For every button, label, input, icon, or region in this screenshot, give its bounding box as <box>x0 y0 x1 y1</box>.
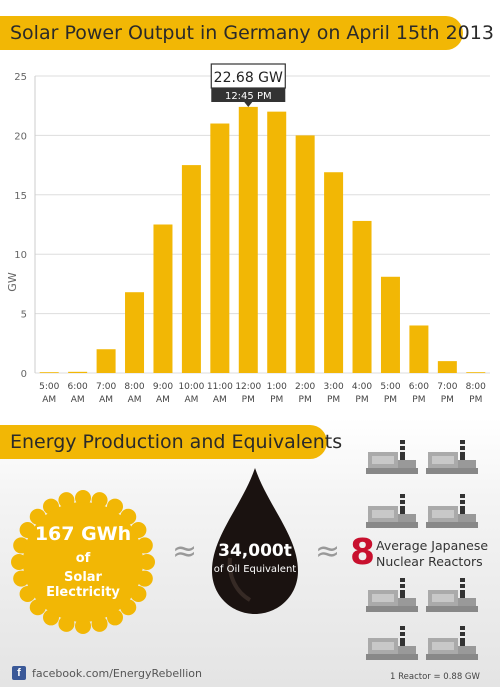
x-tick-label-time: 6:00 <box>409 382 429 392</box>
bar <box>210 123 230 374</box>
facebook-link[interactable]: facebook.com/EnergyRebellion <box>32 666 202 680</box>
approx-symbol-1: ≈ <box>172 534 198 569</box>
y-tick-label: 15 <box>14 191 27 202</box>
bar <box>153 224 173 373</box>
x-tick-label-time: 11:00 <box>207 382 233 392</box>
x-tick-label-time: 2:00 <box>295 382 315 392</box>
reactor-icon <box>366 438 418 478</box>
bar <box>267 111 287 373</box>
x-tick-label-time: 4:00 <box>352 382 372 392</box>
reactor-icon <box>426 492 478 532</box>
bar <box>466 372 486 373</box>
x-tick-label-ampm: PM <box>384 395 397 405</box>
bar <box>352 220 372 373</box>
y-tick-label: 20 <box>14 131 27 142</box>
x-tick-label-ampm: AM <box>99 395 113 405</box>
reactor-count: 8 <box>350 532 376 573</box>
x-tick-label-time: 12:00 <box>235 382 261 392</box>
bar <box>125 292 145 373</box>
x-tick-label-time: 1:00 <box>267 382 287 392</box>
peak-time-label: 12:45 PM <box>225 91 272 102</box>
x-tick-label-ampm: AM <box>156 395 170 405</box>
x-tick-label-time: 3:00 <box>323 382 343 392</box>
x-tick-label-time: 6:00 <box>68 382 88 392</box>
x-tick-label-time: 5:00 <box>380 382 400 392</box>
bar <box>68 371 88 373</box>
sun-ray <box>139 554 155 570</box>
x-tick-label-time: 7:00 <box>437 382 457 392</box>
peak-time-box <box>211 88 286 102</box>
y-tick-label: 10 <box>14 250 27 261</box>
solar-equivalent: 167 GWh of Solar Electricity <box>28 523 138 600</box>
oil-label: of Oil Equivalent <box>213 564 297 575</box>
x-tick-label-ampm: PM <box>299 395 312 405</box>
bar <box>409 325 429 373</box>
solar-label: Solar Electricity <box>46 570 120 600</box>
x-tick-label-ampm: PM <box>469 395 482 405</box>
bar <box>324 172 344 373</box>
reactor-note: 1 Reactor = 0.88 GW <box>390 672 480 682</box>
section-title: Energy Production and Equivalents <box>10 431 343 453</box>
x-tick-label-ampm: AM <box>128 395 142 405</box>
solar-of: of <box>75 551 91 566</box>
x-tick-label-ampm: AM <box>42 395 56 405</box>
reactor-label-line1: Average Japanese <box>376 538 489 553</box>
oil-drop-icon <box>212 468 298 614</box>
oil-value: 34,000t <box>218 541 292 561</box>
reactor-grid <box>360 434 500 674</box>
peak-pointer <box>244 102 253 107</box>
x-tick-label-time: 8:00 <box>466 382 486 392</box>
y-tick-label: 25 <box>14 72 27 83</box>
x-tick-label-time: 8:00 <box>124 382 144 392</box>
x-tick-label-time: 10:00 <box>178 382 204 392</box>
reactor-icon <box>426 576 478 616</box>
reactor-icon <box>426 624 478 664</box>
bar <box>238 106 258 373</box>
sun-icon <box>11 490 155 634</box>
bar <box>437 361 457 373</box>
oil-equivalent: 34,000t of Oil Equivalent <box>208 541 302 575</box>
x-tick-label-ampm: PM <box>412 395 425 405</box>
solar-value: 167 GWh <box>34 523 132 545</box>
y-tick-label: 0 <box>21 369 27 380</box>
chart-title: Solar Power Output in Germany on April 1… <box>10 22 494 44</box>
approx-symbol-2: ≈ <box>315 534 341 569</box>
bar <box>295 135 315 373</box>
x-tick-label-ampm: PM <box>441 395 454 405</box>
y-axis-label: GW <box>6 272 19 292</box>
reactor-icon <box>366 624 418 664</box>
x-tick-label-ampm: AM <box>184 395 198 405</box>
bar <box>96 349 116 373</box>
x-tick-label-time: 5:00 <box>39 382 59 392</box>
reactor-label: Average Japanese Nuclear Reactors <box>376 538 496 570</box>
x-tick-label-ampm: PM <box>242 395 255 405</box>
reactor-icon <box>366 492 418 532</box>
bar <box>181 165 201 373</box>
footer: f facebook.com/EnergyRebellion <box>12 666 202 680</box>
x-tick-label-time: 7:00 <box>96 382 116 392</box>
bar <box>380 276 400 373</box>
section-title-banner: Energy Production and Equivalents <box>0 425 342 459</box>
chart-title-banner: Solar Power Output in Germany on April 1… <box>0 16 494 50</box>
x-tick-label-time: 9:00 <box>153 382 173 392</box>
sun-ray <box>75 490 91 506</box>
peak-value-label: 22.68 GW <box>214 70 283 86</box>
sun-ray <box>75 618 91 634</box>
reactor-label-line2: Nuclear Reactors <box>376 554 483 569</box>
solar-output-bar-chart: 0 5 10 15 20 25 5:00 AM 6:00 AM 7:00 AM 8:00 AM 9:00 A… <box>6 63 490 405</box>
y-tick-label: 5 <box>21 310 27 321</box>
reactor-icon <box>426 438 478 478</box>
facebook-icon: f <box>12 666 26 680</box>
x-tick-label-ampm: PM <box>327 395 340 405</box>
bar <box>39 372 59 373</box>
sun-ray <box>11 554 27 570</box>
x-tick-label-ampm: PM <box>270 395 283 405</box>
reactor-icon <box>366 576 418 616</box>
x-tick-label-ampm: PM <box>355 395 368 405</box>
x-tick-label-ampm: AM <box>213 395 227 405</box>
x-tick-label-ampm: AM <box>71 395 85 405</box>
